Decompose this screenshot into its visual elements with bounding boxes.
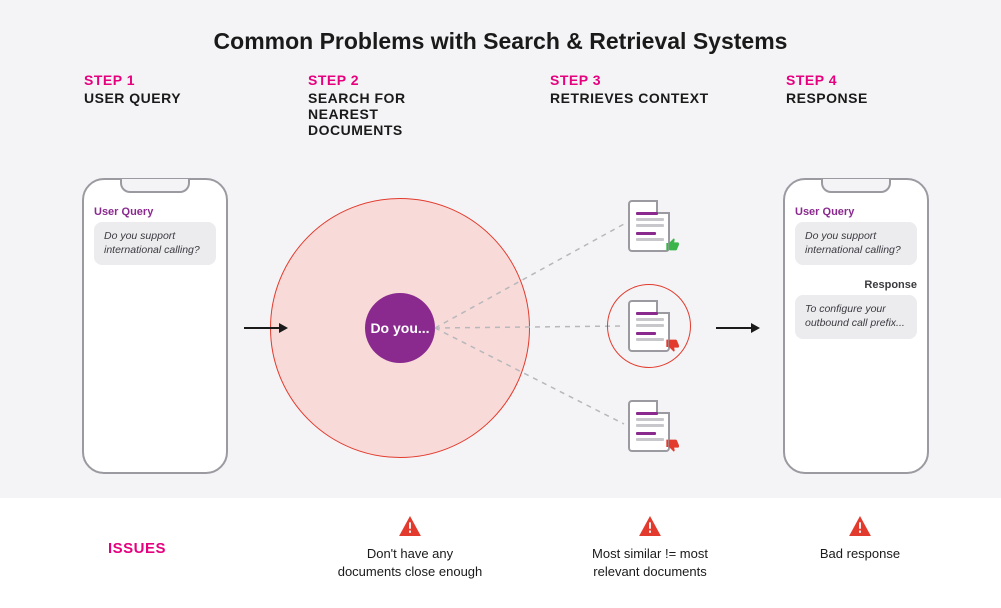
step-description: SEARCH FORNEARESTDOCUMENTS (308, 90, 488, 138)
query-embedding-node: Do you... (365, 293, 435, 363)
issues-heading: ISSUES (108, 540, 166, 557)
step-label: STEP 2 SEARCH FORNEARESTDOCUMENTS (308, 72, 488, 138)
phone-notch (821, 179, 891, 193)
issue-text: Don't have anydocuments close enough (300, 545, 520, 580)
phone-content: User Query Do you support international … (94, 206, 216, 265)
step-description: RETRIEVES CONTEXT (550, 90, 770, 106)
warning-icon (540, 516, 760, 545)
phone-notch (120, 179, 190, 193)
arrow-head-icon (279, 323, 288, 333)
user-query-bubble: Do you support international calling? (795, 222, 917, 265)
step-number: STEP 4 (786, 72, 946, 88)
query-embedding-text: Do you... (370, 320, 429, 336)
step-number: STEP 2 (308, 72, 488, 88)
step-label: STEP 4 RESPONSE (786, 72, 946, 106)
phone-step4: User Query Do you support international … (783, 178, 929, 474)
phone-content: User Query Do you support international … (795, 206, 917, 339)
thumbs-down-icon (664, 336, 682, 354)
phone-step1: User Query Do you support international … (82, 178, 228, 474)
issue-item: Bad response (770, 516, 950, 563)
user-query-bubble: Do you support international calling? (94, 222, 216, 265)
user-query-label: User Query (795, 206, 917, 218)
step-number: STEP 1 (84, 72, 244, 88)
response-bubble: To configure your outbound call prefix..… (795, 295, 917, 338)
response-label: Response (795, 279, 917, 291)
user-query-label: User Query (94, 206, 216, 218)
arrow-head-icon (751, 323, 760, 333)
issue-item: Don't have anydocuments close enough (300, 516, 520, 580)
issue-text: Most similar != mostrelevant documents (540, 545, 760, 580)
page-title: Common Problems with Search & Retrieval … (0, 28, 1001, 55)
step-description: USER QUERY (84, 90, 244, 106)
issue-item: Most similar != mostrelevant documents (540, 516, 760, 580)
step-label: STEP 1 USER QUERY (84, 72, 244, 106)
thumbs-up-icon (664, 236, 682, 254)
warning-icon (770, 516, 950, 545)
step-description: RESPONSE (786, 90, 946, 106)
diagram-root: Common Problems with Search & Retrieval … (0, 0, 1001, 608)
flow-arrow (716, 327, 752, 329)
step-number: STEP 3 (550, 72, 770, 88)
flow-arrow (244, 327, 280, 329)
thumbs-down-icon (664, 436, 682, 454)
warning-icon (300, 516, 520, 545)
issue-text: Bad response (770, 545, 950, 563)
step-label: STEP 3 RETRIEVES CONTEXT (550, 72, 770, 106)
